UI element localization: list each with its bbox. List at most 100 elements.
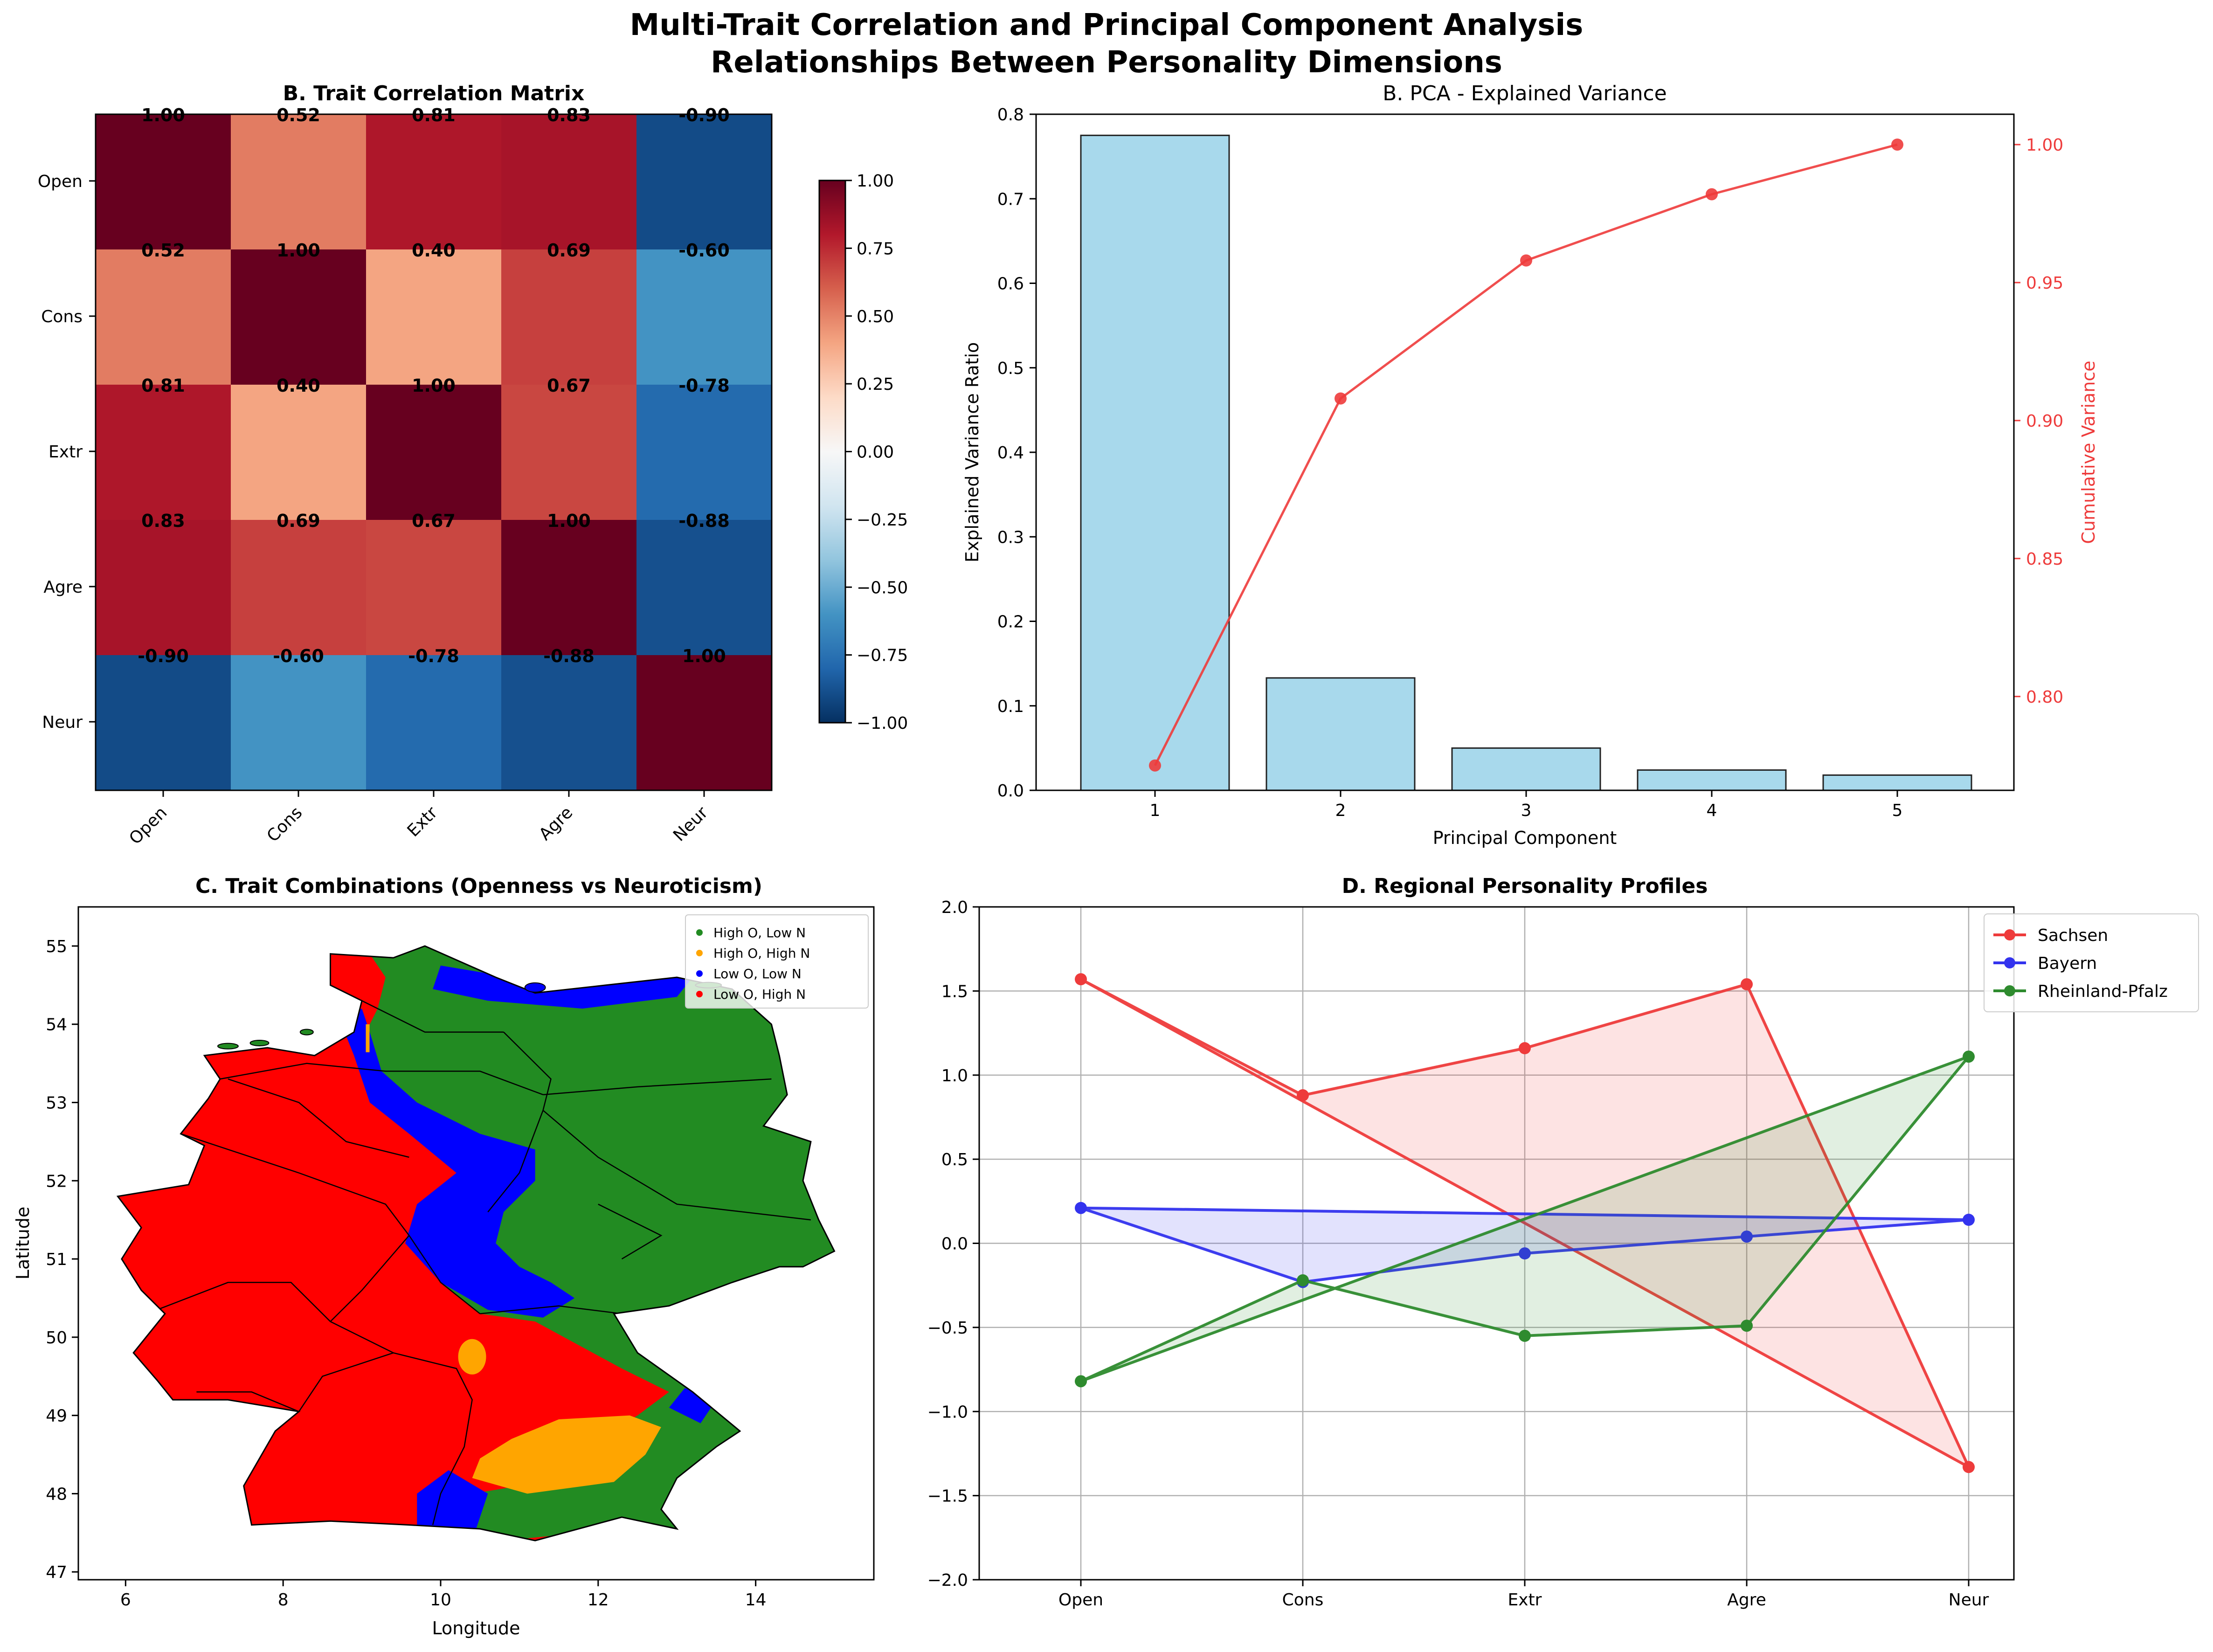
pca-y2-axis-label: Cumulative Variance — [2078, 360, 2099, 544]
profile-line — [1080, 978, 1970, 1469]
map-y-tick-label: 50 — [46, 1328, 67, 1348]
profiles-y-tick-label: −1.0 — [927, 1403, 968, 1422]
heatmap-cell — [231, 114, 367, 250]
profiles-x-tick-label: Agre — [1727, 1590, 1766, 1610]
pca-bar — [1451, 747, 1601, 791]
state-border — [330, 1235, 410, 1322]
map-y-tick-label: 48 — [46, 1485, 67, 1504]
pca-y-tick-label: 0.8 — [997, 105, 1024, 124]
heatmap-cell — [96, 655, 231, 791]
heatmap-cell — [231, 249, 367, 385]
pca-cumulative-point — [1335, 392, 1347, 405]
figure-title-line2: Relationships Between Personality Dimens… — [711, 45, 1502, 80]
pca-y2-tick-label: 0.95 — [2026, 274, 2063, 293]
heatmap-cell — [96, 114, 231, 250]
state-border — [228, 1078, 409, 1158]
colorbar-tick-label: 0.50 — [857, 307, 894, 326]
heatmap-cell-value: -0.88 — [543, 646, 595, 666]
profiles-y-tick-label: 1.5 — [941, 982, 968, 1001]
profile-fill — [1081, 1208, 1969, 1282]
heatmap-column-label: Extr — [404, 803, 442, 841]
profile-point — [1963, 1461, 1975, 1473]
heatmap-cell — [96, 385, 231, 520]
state-border — [196, 1391, 299, 1412]
profile-point — [1075, 973, 1087, 986]
heatmap-cell-value: -0.88 — [678, 511, 730, 531]
map-legend-label: High O, High N — [713, 946, 810, 961]
pca-y2-tick-label: 0.80 — [2026, 688, 2063, 707]
profile-point — [1297, 1089, 1309, 1102]
profiles-legend-label: Rheinland-Pfalz — [2038, 982, 2168, 1001]
heatmap-cell-value: -0.78 — [408, 646, 459, 666]
profile-point — [1075, 1375, 1087, 1388]
heatmap-cell-value: 0.67 — [412, 511, 456, 531]
profiles-plot-area: 2.0 1.5 1.0 0.5 0.0 −0.5 −1.0 −1.5 −2.0 Open Cons E… — [927, 898, 2014, 1610]
profiles-y-tick-label: 0.5 — [941, 1150, 968, 1169]
profiles-x-tick-label: Open — [1058, 1590, 1103, 1610]
heatmap-row-label: Neur — [42, 713, 83, 732]
state-border — [598, 1203, 663, 1260]
germany-outline — [116, 945, 836, 1541]
state-border — [157, 1282, 394, 1354]
map-legend-label: Low O, High N — [713, 987, 806, 1002]
heatmap-cell-value: 0.81 — [412, 105, 456, 125]
pca-x-tick-label: 5 — [1892, 801, 1903, 820]
pca-cumulative-point — [1891, 138, 1903, 151]
heatmap-row-label: Extr — [48, 442, 83, 462]
map-legend-marker — [696, 950, 703, 956]
map-x-tick-label: 12 — [588, 1590, 609, 1610]
profile-point — [1075, 1202, 1087, 1214]
colorbar-tick-label: 0.25 — [857, 375, 894, 394]
heatmap-cell — [366, 655, 502, 791]
profile-line — [1080, 1206, 1970, 1284]
pca-y-axis-label: Explained Variance Ratio — [962, 342, 982, 562]
profiles-y-tick-label: 2.0 — [941, 898, 968, 917]
profiles-y-tick-label: 0.0 — [941, 1235, 968, 1254]
heatmap-cell-value: -0.90 — [678, 105, 730, 125]
pca-panel: B. PCA - Explained Variance 0.0 0.1 0.2 0.3… — [962, 82, 2099, 848]
pca-y-tick-label: 0.5 — [997, 359, 1024, 378]
state-border — [220, 1063, 544, 1095]
pca-frame — [1035, 113, 2015, 791]
profiles-frame — [978, 906, 2015, 1581]
pca-x-tick-label: 2 — [1335, 801, 1346, 820]
profiles-y-tick-label: −2.0 — [927, 1571, 968, 1590]
profiles-x-tick-label: Extr — [1508, 1590, 1542, 1610]
pca-y2-tick-label: 0.85 — [2026, 550, 2063, 569]
map-legend: High O, Low N High O, High N Low O, Low N L… — [685, 914, 869, 1009]
profiles-legend-label: Sachsen — [2038, 926, 2108, 945]
pca-cumulative-line — [1154, 143, 1898, 766]
profile-point — [1963, 1213, 1975, 1226]
map-legend-label: Low O, Low N — [713, 966, 802, 982]
heatmap-cell-value: 1.00 — [277, 240, 320, 261]
heatmap-row-label: Cons — [41, 307, 83, 326]
profiles-x-tick-label: Neur — [1949, 1590, 1989, 1610]
heatmap-cell-value: 1.00 — [412, 375, 456, 396]
map-y-axis-label: Latitude — [13, 1207, 33, 1279]
map-x-axis-label: Longitude — [432, 1618, 520, 1638]
pca-y-tick-label: 0.0 — [997, 781, 1024, 801]
heatmap-cell — [636, 385, 772, 520]
profile-point — [1519, 1329, 1531, 1342]
figure-title-line1: Multi-Trait Correlation and Principal Co… — [630, 8, 1584, 42]
profile-point — [1519, 1042, 1531, 1055]
profiles-y-tick-label: −1.5 — [927, 1487, 968, 1506]
pca-y2-tick-label: 1.00 — [2026, 136, 2063, 155]
pca-bar — [1637, 769, 1787, 791]
profiles-y-tick-label: 1.0 — [941, 1066, 968, 1085]
heatmap-cell — [366, 114, 502, 250]
region-high-o-high-n — [472, 1415, 661, 1494]
colorbar-tick-label: −0.50 — [857, 578, 908, 597]
heatmap-cell-value: 0.69 — [547, 240, 591, 261]
profile-line — [1080, 1055, 1970, 1383]
state-border — [408, 1235, 481, 1314]
heatmap-cell — [501, 249, 637, 385]
heatmap-cell-value: 0.81 — [141, 375, 185, 396]
state-border — [480, 1305, 622, 1314]
profile-point — [1963, 1051, 1975, 1063]
pca-plot-area: 0.0 0.1 0.2 0.3 0.4 0.5 0.6 0.7 0.8 0.80 0.85 0.90 0… — [997, 105, 2063, 820]
heatmap-cell — [366, 520, 502, 656]
pca-cumulative-point — [1149, 759, 1161, 772]
map-x-tick-label: 8 — [278, 1590, 289, 1610]
pca-x-tick-label: 4 — [1707, 801, 1717, 820]
